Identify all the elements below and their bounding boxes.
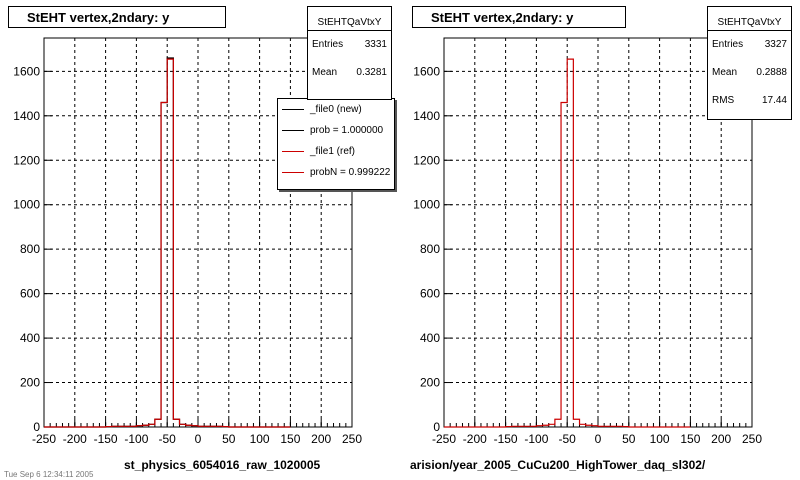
x-tick-label: -50 bbox=[159, 432, 177, 446]
x-tick-label: -100 bbox=[524, 432, 548, 446]
y-tick-label: 1400 bbox=[413, 109, 440, 123]
stats-value: 3331 bbox=[364, 39, 387, 50]
stats-value: 0.3281 bbox=[356, 67, 387, 78]
y-tick-label: 1000 bbox=[13, 198, 40, 212]
x-tick-label: -250 bbox=[432, 432, 456, 446]
legend-swatch bbox=[282, 151, 304, 152]
legend-item-probn: probN = 0.999222 bbox=[278, 162, 394, 183]
stats-value: 0.2888 bbox=[756, 67, 787, 78]
y-tick-label: 0 bbox=[433, 420, 440, 434]
right-x-label: arision/year_2005_CuCu200_HighTower_daq_… bbox=[410, 458, 706, 472]
x-tick-label: -100 bbox=[124, 432, 148, 446]
legend-swatch bbox=[282, 130, 304, 131]
stats-value: 3327 bbox=[764, 39, 787, 50]
x-tick-label: 200 bbox=[311, 432, 331, 446]
x-tick-label: 100 bbox=[650, 432, 670, 446]
x-tick-label: -150 bbox=[494, 432, 518, 446]
left-title: StEHT vertex,2ndary: y bbox=[8, 6, 226, 28]
x-tick-label: 200 bbox=[711, 432, 731, 446]
y-tick-label: 200 bbox=[20, 376, 40, 390]
x-tick-label: 50 bbox=[622, 432, 636, 446]
x-tick-label: -250 bbox=[32, 432, 56, 446]
y-tick-label: 200 bbox=[420, 376, 440, 390]
y-tick-label: 1600 bbox=[13, 64, 40, 78]
stats-label: Mean bbox=[712, 67, 738, 78]
left-chart: -250 -200 -150 -100 -50 0 50 100 150 200 250 0 200 40… bbox=[13, 37, 362, 446]
stats-row: Entries 3327 bbox=[708, 31, 791, 59]
stats-row: Mean 0.3281 bbox=[308, 59, 391, 87]
x-tick-label: -200 bbox=[463, 432, 487, 446]
stats-label: Entries bbox=[712, 39, 744, 50]
y-tick-label: 1600 bbox=[413, 64, 440, 78]
histogram-series-ref bbox=[444, 58, 691, 428]
stats-value: 17.44 bbox=[761, 95, 787, 106]
legend-item-ref: _file1 (ref) bbox=[278, 141, 394, 162]
footer-timestamp: Tue Sep 6 12:34:11 2005 bbox=[4, 470, 94, 479]
x-tick-label: -50 bbox=[559, 432, 577, 446]
x-tick-label: 150 bbox=[680, 432, 700, 446]
x-tick-label: 250 bbox=[342, 432, 362, 446]
stats-label: Mean bbox=[312, 67, 338, 78]
stats-name: StEHTQaVtxY bbox=[708, 7, 791, 31]
left-legend: _file0 (new) prob = 1.000000 _file1 (ref… bbox=[277, 98, 395, 190]
y-tick-label: 1400 bbox=[13, 109, 40, 123]
legend-swatch bbox=[282, 109, 304, 110]
left-stats-box: StEHTQaVtxY Entries 3331 Mean 0.3281 bbox=[307, 6, 392, 100]
stats-row: Mean 0.2888 bbox=[708, 59, 791, 87]
right-title: StEHT vertex,2ndary: y bbox=[412, 6, 626, 28]
stats-label: Entries bbox=[312, 39, 344, 50]
x-tick-label: 100 bbox=[250, 432, 270, 446]
right-chart: -250 -200 -150 -100 -50 0 50 100 150 200 250 0 200 40… bbox=[413, 37, 762, 446]
y-tick-label: 600 bbox=[20, 287, 40, 301]
x-tick-label: 50 bbox=[222, 432, 236, 446]
stats-name: StEHTQaVtxY bbox=[308, 7, 391, 31]
stats-row: RMS 17.44 bbox=[708, 87, 791, 115]
legend-label: _file1 (ref) bbox=[310, 146, 356, 157]
stats-row: Entries 3331 bbox=[308, 31, 391, 59]
histogram-series-ref bbox=[44, 58, 291, 428]
right-stats-box: StEHTQaVtxY Entries 3327 Mean 0.2888 RMS… bbox=[707, 6, 792, 120]
y-tick-label: 800 bbox=[20, 242, 40, 256]
left-x-label: st_physics_6054016_raw_1020005 bbox=[124, 458, 321, 472]
x-tick-label: 0 bbox=[595, 432, 602, 446]
y-tick-label: 800 bbox=[420, 242, 440, 256]
y-tick-label: 1200 bbox=[413, 153, 440, 167]
y-tick-label: 1200 bbox=[13, 153, 40, 167]
y-tick-label: 400 bbox=[20, 331, 40, 345]
legend-label: _file0 (new) bbox=[310, 104, 362, 115]
x-tick-label: -150 bbox=[94, 432, 118, 446]
y-tick-label: 400 bbox=[420, 331, 440, 345]
legend-label: prob = 1.000000 bbox=[310, 125, 384, 136]
y-tick-label: 0 bbox=[33, 420, 40, 434]
x-tick-label: 250 bbox=[742, 432, 762, 446]
x-tick-label: -200 bbox=[63, 432, 87, 446]
legend-swatch bbox=[282, 172, 304, 173]
y-tick-label: 600 bbox=[420, 287, 440, 301]
legend-item-prob: prob = 1.000000 bbox=[278, 120, 394, 141]
x-tick-label: 150 bbox=[280, 432, 300, 446]
legend-label: probN = 0.999222 bbox=[310, 167, 391, 178]
x-tick-label: 0 bbox=[195, 432, 202, 446]
legend-item-new: _file0 (new) bbox=[278, 99, 394, 120]
y-tick-label: 1000 bbox=[413, 198, 440, 212]
stats-label: RMS bbox=[712, 95, 735, 106]
